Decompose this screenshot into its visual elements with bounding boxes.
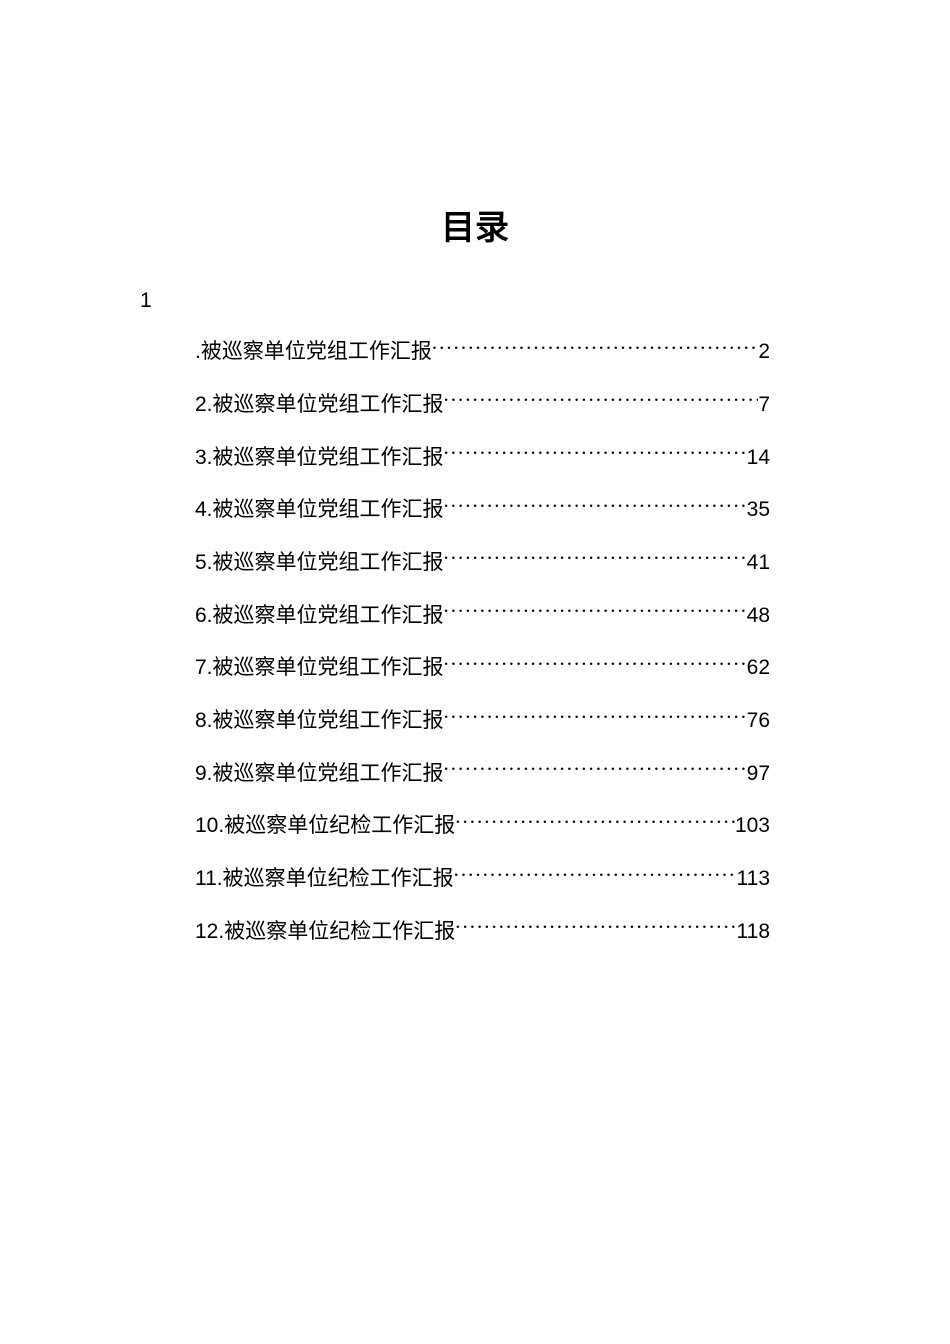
toc-entry-page: 2 [758, 336, 770, 368]
toc-title: 目录 [120, 200, 830, 249]
toc-entry-page: 41 [747, 547, 770, 579]
toc-leader-dots [444, 755, 747, 780]
toc-entry: 6.被巡察单位党组工作汇报 48 [195, 596, 770, 631]
toc-leader-dots [444, 544, 747, 569]
toc-entry-prefix: 9. [195, 762, 213, 785]
toc-entry-text: 被巡察单位党组工作汇报 [213, 392, 444, 416]
toc-entry-text: 被巡察单位党组工作汇报 [213, 708, 444, 732]
toc-leader-dots [455, 913, 736, 938]
toc-entry-text: 被巡察单位党组工作汇报 [213, 550, 444, 574]
toc-leader-dots [444, 438, 747, 463]
toc-entry: 10.被巡察单位纪检工作汇报 103 [195, 807, 770, 842]
toc-leader-dots [444, 596, 747, 621]
toc-entry-prefix: 5. [195, 551, 213, 574]
toc-entry: 9.被巡察单位党组工作汇报 97 [195, 755, 770, 790]
toc-entry-label: 7.被巡察单位党组工作汇报 [195, 652, 444, 684]
table-of-contents: .被巡察单位党组工作汇报22.被巡察单位党组工作汇报73.被巡察单位党组工作汇报… [120, 333, 830, 947]
toc-leader-dots [454, 860, 737, 885]
toc-leader-dots [444, 386, 759, 411]
toc-entry-text: 被巡察单位党组工作汇报 [213, 655, 444, 679]
toc-entry-page: 113 [737, 863, 770, 895]
toc-entry-page: 103 [735, 810, 770, 842]
toc-entry-prefix: 10. [195, 814, 224, 837]
toc-leader-dots [455, 807, 735, 832]
toc-entry: 3.被巡察单位党组工作汇报 14 [195, 438, 770, 473]
toc-entry-label: 5.被巡察单位党组工作汇报 [195, 547, 444, 579]
toc-entry-label: 12.被巡察单位纪检工作汇报 [195, 916, 455, 948]
toc-entry-prefix: 11. [195, 867, 223, 890]
toc-entry-label: 11.被巡察单位纪检工作汇报 [195, 863, 454, 895]
toc-entry: .被巡察单位党组工作汇报 2 [195, 333, 770, 368]
toc-leader-dots [444, 649, 747, 674]
toc-entry: 7.被巡察单位党组工作汇报 62 [195, 649, 770, 684]
toc-entry-label: 10.被巡察单位纪检工作汇报 [195, 810, 455, 842]
toc-entry-prefix: 2. [195, 393, 213, 416]
toc-entry-prefix: 4. [195, 498, 213, 521]
toc-entry-label: 6.被巡察单位党组工作汇报 [195, 600, 444, 632]
toc-entry-text: 被巡察单位党组工作汇报 [213, 603, 444, 627]
toc-entry-label: 4.被巡察单位党组工作汇报 [195, 494, 444, 526]
toc-entry: 2.被巡察单位党组工作汇报 7 [195, 386, 770, 421]
toc-entry-page: 62 [747, 652, 770, 684]
toc-entry-page: 14 [747, 442, 770, 474]
toc-entry-prefix: 6. [195, 604, 213, 627]
toc-entry-page: 118 [737, 916, 770, 948]
toc-entry-page: 97 [747, 758, 770, 790]
toc-entry-label: 2.被巡察单位党组工作汇报 [195, 389, 444, 421]
toc-entry: 11.被巡察单位纪检工作汇报 113 [195, 860, 770, 895]
toc-entry-prefix: 8. [195, 709, 213, 732]
toc-entry: 5.被巡察单位党组工作汇报 41 [195, 544, 770, 579]
toc-entry-page: 7 [758, 389, 770, 421]
toc-entry-text: 被巡察单位党组工作汇报 [213, 761, 444, 785]
toc-entry-page: 35 [747, 494, 770, 526]
toc-entry-prefix: 7. [195, 656, 213, 679]
toc-entry-text: 被巡察单位党组工作汇报 [213, 497, 444, 521]
toc-entry-text: 被巡察单位纪检工作汇报 [223, 866, 454, 890]
toc-entry-text: 被巡察单位党组工作汇报 [213, 445, 444, 469]
toc-entry-page: 48 [747, 600, 770, 632]
toc-entry: 8.被巡察单位党组工作汇报 76 [195, 702, 770, 737]
toc-entry-label: 9.被巡察单位党组工作汇报 [195, 758, 444, 790]
toc-entry: 4.被巡察单位党组工作汇报 35 [195, 491, 770, 526]
toc-entry-text: 被巡察单位纪检工作汇报 [224, 813, 455, 837]
toc-entry-label: 3.被巡察单位党组工作汇报 [195, 442, 444, 474]
toc-leader-dots [432, 333, 758, 358]
toc-leader-dots [444, 702, 747, 727]
toc-entry-text: 被巡察单位党组工作汇报 [201, 339, 432, 363]
toc-entry-label: .被巡察单位党组工作汇报 [195, 336, 432, 368]
document-page: 目录 1 .被巡察单位党组工作汇报22.被巡察单位党组工作汇报73.被巡察单位党… [0, 0, 950, 947]
toc-entry: 12.被巡察单位纪检工作汇报 118 [195, 913, 770, 948]
toc-entry-prefix: 12. [195, 920, 224, 943]
toc-entry-page: 76 [747, 705, 770, 737]
toc-entry-text: 被巡察单位纪检工作汇报 [224, 919, 455, 943]
section-number: 1 [140, 289, 830, 313]
toc-entry-label: 8.被巡察单位党组工作汇报 [195, 705, 444, 737]
toc-entry-prefix: 3. [195, 446, 213, 469]
toc-leader-dots [444, 491, 747, 516]
